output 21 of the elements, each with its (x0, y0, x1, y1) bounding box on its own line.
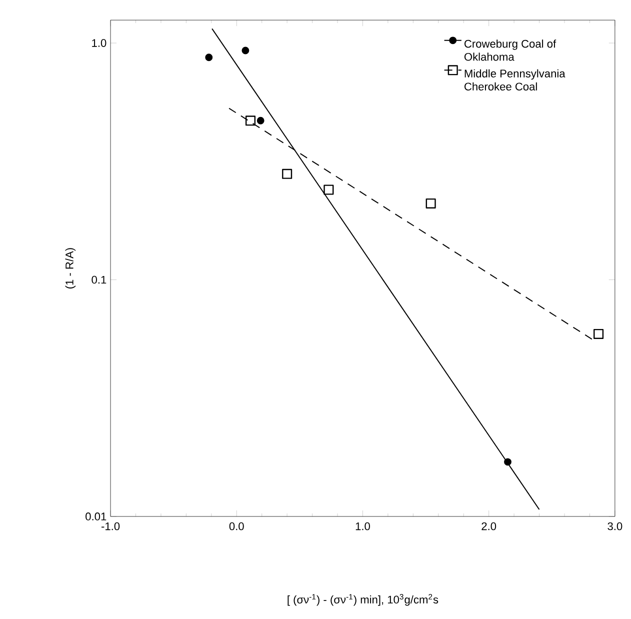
x-tick-label: 0.0 (229, 522, 244, 530)
point (594, 328, 604, 340)
x-tick-label: 3.0 (608, 522, 622, 530)
y-tick-label: 1.0 (92, 39, 106, 47)
x-tick-label: 1.0 (356, 522, 370, 530)
y-tick-label: 0.01 (86, 512, 106, 520)
legend-label: Middle Pennsylvania Cherokee Coal (464, 69, 566, 91)
text: [ (σν$^{-1}$) - (σν$^{-1}$) min], 10$^{3}$g/cm$^{2}$s (288, 594, 438, 606)
x-tick-label: 2.0 (482, 522, 496, 530)
point (242, 46, 250, 54)
point (426, 198, 436, 209)
legend-label: Croweburg Coal of Oklahoma (464, 40, 556, 61)
point (205, 54, 213, 62)
point (324, 184, 334, 195)
point (245, 116, 256, 126)
point (282, 168, 292, 179)
point (256, 116, 264, 124)
y-tick-label: 0.1 (92, 276, 106, 284)
y-axis-title: (1 - R/A) (65, 248, 76, 289)
x-tick-label: -1.0 (101, 522, 120, 530)
point (504, 458, 512, 466)
